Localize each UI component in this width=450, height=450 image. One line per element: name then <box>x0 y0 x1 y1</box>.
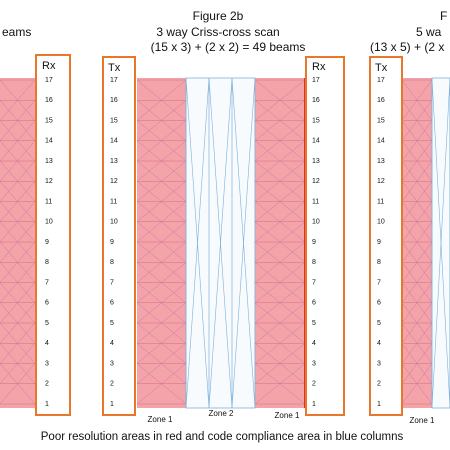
heading: eams <box>2 25 31 39</box>
row-number: 16 <box>110 97 118 104</box>
row-number: 5 <box>312 320 316 327</box>
row-number: 7 <box>312 279 316 286</box>
beam-lines <box>0 77 450 409</box>
row-number: 8 <box>377 259 381 266</box>
rx-label: Rx <box>42 60 56 72</box>
row-number: 17 <box>110 77 118 84</box>
row-number: 15 <box>377 117 385 124</box>
subtitle: 3 way Criss-cross scan <box>156 25 279 39</box>
row-number: 8 <box>312 259 316 266</box>
row-number: 10 <box>312 219 320 226</box>
row-number: 15 <box>312 117 320 124</box>
zone-label: Zone 1 <box>410 416 435 425</box>
row-number: 12 <box>110 178 118 185</box>
row-number: 5 <box>45 320 49 327</box>
row-number: 2 <box>377 381 381 388</box>
row-number: 9 <box>377 239 381 246</box>
row-number: 8 <box>110 259 114 266</box>
subtitle: 5 wa <box>416 25 442 39</box>
row-number: 16 <box>377 97 385 104</box>
tx-box <box>102 56 136 416</box>
row-number: 14 <box>45 138 53 145</box>
row-number: 2 <box>312 381 316 388</box>
row-number: 11 <box>312 198 319 205</box>
red-zone <box>402 78 432 408</box>
row-number: 7 <box>377 279 381 286</box>
row-number: 5 <box>110 320 114 327</box>
row-number: 3 <box>312 360 316 367</box>
row-number: 12 <box>377 178 385 185</box>
row-number: 17 <box>312 77 320 84</box>
beam <box>185 77 210 409</box>
row-number: 12 <box>45 178 53 185</box>
row-number: 14 <box>110 138 118 145</box>
red-zone <box>137 78 186 408</box>
zone-label: Zone 1 <box>275 411 300 420</box>
row-number: 2 <box>45 381 49 388</box>
row-number: 9 <box>312 239 316 246</box>
row-number: 17 <box>45 77 53 84</box>
row-number: 7 <box>110 279 114 286</box>
row-number: 15 <box>45 117 53 124</box>
beam <box>431 77 450 409</box>
row-number: 5 <box>377 320 381 327</box>
row-number: 11 <box>110 198 117 205</box>
row-number: 6 <box>312 300 316 307</box>
formula: (13 x 5) + (2 x <box>370 40 444 54</box>
row-number: 12 <box>312 178 320 185</box>
row-number: 4 <box>312 340 316 347</box>
row-number: 3 <box>45 360 49 367</box>
row-number: 13 <box>312 158 320 165</box>
row-number: 11 <box>45 198 52 205</box>
tx-label: Tx <box>108 62 121 74</box>
tx-label: Tx <box>375 62 388 74</box>
row-number: 10 <box>110 219 118 226</box>
beam <box>231 77 256 409</box>
row-number: 16 <box>45 97 53 104</box>
row-number: 1 <box>45 401 49 408</box>
row-number: 10 <box>377 219 385 226</box>
row-number: 6 <box>377 300 381 307</box>
row-number: 4 <box>45 340 49 347</box>
row-number: 14 <box>377 138 385 145</box>
zone-label: Zone 2 <box>209 409 234 418</box>
title: Figure 2b <box>193 9 244 23</box>
row-number: 4 <box>377 340 381 347</box>
row-number: 13 <box>110 158 118 165</box>
row-number: 2 <box>110 381 114 388</box>
red-zone <box>0 78 35 408</box>
row-number: 13 <box>45 158 53 165</box>
title: F <box>440 9 447 23</box>
row-number: 15 <box>110 117 118 124</box>
row-number: 8 <box>45 259 49 266</box>
beam <box>208 77 233 409</box>
row-number: 13 <box>377 158 385 165</box>
row-number: 14 <box>312 138 320 145</box>
row-number: 9 <box>45 239 49 246</box>
tx-box <box>369 56 403 416</box>
row-number: 10 <box>45 219 53 226</box>
rx-label: Rx <box>312 61 326 73</box>
red-zone <box>255 78 305 408</box>
row-number: 17 <box>377 77 385 84</box>
row-number: 9 <box>110 239 114 246</box>
row-number: 1 <box>110 401 114 408</box>
row-number: 16 <box>312 97 320 104</box>
row-number: 7 <box>45 279 49 286</box>
row-number: 6 <box>110 300 114 307</box>
row-number: 4 <box>110 340 114 347</box>
row-number: 1 <box>377 401 381 408</box>
caption: Poor resolution areas in red and code co… <box>41 431 404 443</box>
rx-box <box>305 56 345 416</box>
formula: (15 x 3) + (2 x 2) = 49 beams <box>151 40 306 54</box>
row-number: 11 <box>377 198 384 205</box>
row-number: 3 <box>110 360 114 367</box>
zone-label: Zone 1 <box>148 415 173 424</box>
row-number: 3 <box>377 360 381 367</box>
row-number: 1 <box>312 401 316 408</box>
rx-box <box>35 54 71 416</box>
row-number: 6 <box>45 300 49 307</box>
